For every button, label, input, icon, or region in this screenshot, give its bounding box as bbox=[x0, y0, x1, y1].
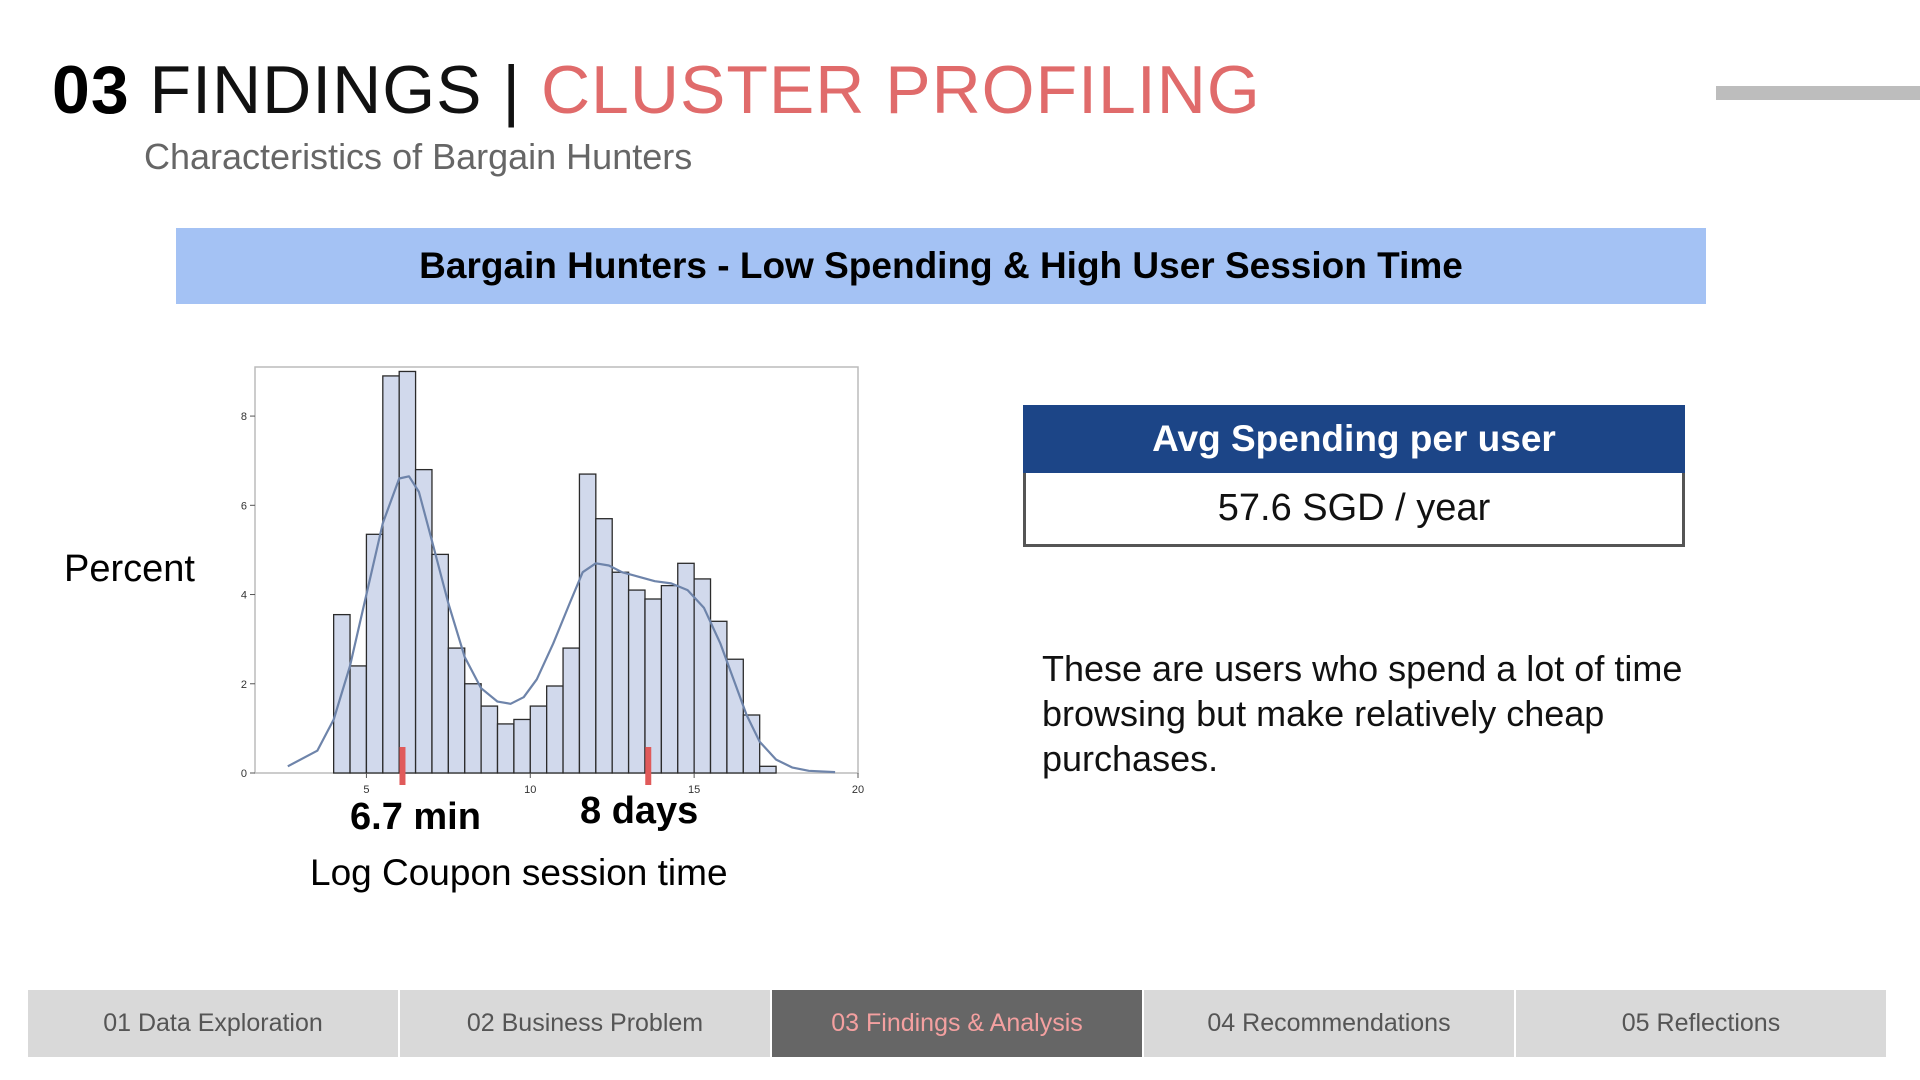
histogram-bar bbox=[726, 658, 744, 774]
histogram-bar bbox=[349, 665, 368, 774]
histogram-bar bbox=[365, 533, 384, 774]
title-separator: | bbox=[502, 52, 522, 128]
histogram-bar bbox=[382, 375, 400, 774]
cluster-banner: Bargain Hunters - Low Spending & High Us… bbox=[176, 228, 1706, 304]
histogram-bar bbox=[562, 647, 581, 774]
y-tick-label: 2 bbox=[241, 679, 247, 691]
nav-item-findings-analysis[interactable]: 03 Findings & Analysis bbox=[772, 990, 1144, 1057]
histogram-bar bbox=[611, 571, 630, 774]
x-tick-label: 20 bbox=[852, 784, 864, 795]
y-tick-label: 8 bbox=[241, 411, 247, 423]
x-tick-label: 15 bbox=[688, 784, 700, 795]
avg-spending-value: 57.6 SGD / year bbox=[1023, 473, 1685, 547]
nav-item-reflections[interactable]: 05 Reflections bbox=[1516, 990, 1886, 1057]
mean-marker bbox=[399, 747, 406, 785]
x-tick-label: 10 bbox=[524, 784, 536, 795]
nav-item-business-problem[interactable]: 02 Business Problem bbox=[400, 990, 772, 1057]
histogram-bar bbox=[496, 723, 515, 774]
y-tick-label: 6 bbox=[241, 500, 247, 512]
cluster-description: These are users who spend a lot of time … bbox=[1042, 648, 1683, 779]
y-axis-label: Percent bbox=[64, 548, 195, 590]
histogram-bar bbox=[742, 714, 761, 774]
page-title: 03 FINDINGS | CLUSTER PROFILING bbox=[52, 50, 1261, 130]
x-axis-label: Log Coupon session time bbox=[310, 852, 728, 893]
histogram-bar bbox=[759, 765, 777, 774]
histogram-bar bbox=[660, 584, 679, 774]
y-tick-label: 4 bbox=[241, 590, 247, 602]
page-subtitle: Characteristics of Bargain Hunters bbox=[144, 136, 693, 177]
x-tick-label: 5 bbox=[363, 784, 369, 795]
histogram-bar bbox=[398, 370, 417, 774]
marker-label-2: 8 days bbox=[580, 790, 699, 832]
title-number: 03 bbox=[52, 52, 130, 128]
histogram-bar bbox=[709, 620, 728, 774]
y-tick-label: 0 bbox=[241, 768, 247, 780]
corner-decoration-bar bbox=[1716, 86, 1920, 100]
histogram-bar bbox=[447, 647, 466, 774]
marker-label-1: 6.7 min bbox=[350, 796, 481, 838]
histogram-bar bbox=[431, 553, 450, 774]
histogram-bar bbox=[644, 598, 663, 774]
histogram-chart: 5 10 15 20 0 2 4 6 8 bbox=[241, 366, 864, 795]
histogram-bar bbox=[595, 518, 613, 774]
title-accent: CLUSTER PROFILING bbox=[540, 52, 1261, 128]
mean-marker bbox=[645, 747, 652, 785]
histogram-bar bbox=[578, 473, 597, 774]
section-nav: 01 Data Exploration 02 Business Problem … bbox=[28, 990, 1886, 1057]
histogram-bar bbox=[546, 685, 564, 774]
histogram-bar bbox=[480, 705, 499, 774]
nav-item-data-exploration[interactable]: 01 Data Exploration bbox=[28, 990, 400, 1057]
histogram-bar bbox=[414, 468, 433, 774]
histogram-bar bbox=[529, 705, 548, 774]
avg-spending-card: Avg Spending per user 57.6 SGD / year bbox=[1023, 405, 1685, 547]
nav-item-recommendations[interactable]: 04 Recommendations bbox=[1144, 990, 1516, 1057]
avg-spending-header: Avg Spending per user bbox=[1023, 405, 1685, 473]
histogram-bar bbox=[627, 589, 646, 774]
histogram-bar bbox=[693, 578, 712, 774]
density-curve bbox=[287, 475, 836, 774]
title-main: FINDINGS bbox=[149, 52, 483, 128]
histogram-bar bbox=[464, 683, 482, 774]
histogram-bar bbox=[513, 718, 531, 774]
